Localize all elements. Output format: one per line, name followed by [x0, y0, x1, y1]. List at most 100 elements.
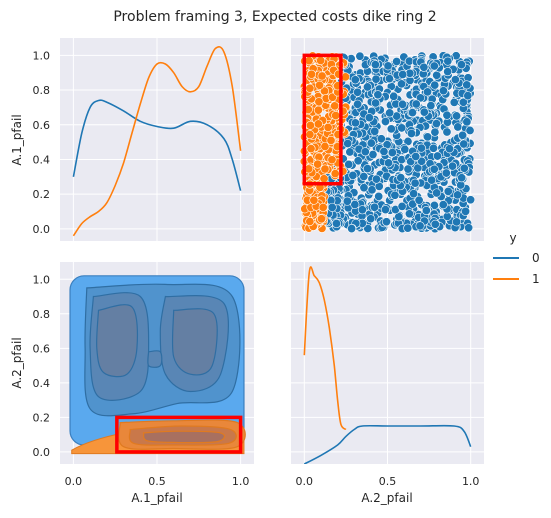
kde2d-highlight-box [115, 415, 243, 454]
legend-title: y [509, 231, 516, 245]
x-axis-label-a2: A.2_pfail [361, 491, 412, 505]
kde2d-contour-series-0-level-5 [96, 304, 139, 378]
scatter-point-series-0 [371, 98, 381, 108]
y-tick-label: 0.8 [33, 84, 51, 97]
scatter-point-series-0 [432, 70, 442, 80]
kde-line-series-0 [303, 424, 472, 464]
scatter-point-series-0 [441, 168, 451, 178]
scatter-point-series-0 [453, 122, 463, 132]
scatter-point-series-0 [413, 163, 423, 173]
scatter-point-series-1 [331, 111, 341, 121]
kde-line-series-1 [303, 266, 347, 431]
scatter-point-series-0 [397, 123, 407, 133]
scatter-point-series-1 [305, 83, 315, 93]
scatter-point-series-0 [458, 130, 468, 140]
scatter-point-series-0 [430, 219, 440, 229]
scatter-point-series-1 [306, 144, 316, 154]
scatter-point-series-1 [330, 101, 340, 111]
scatter-point-series-0 [363, 164, 373, 174]
scatter-point-series-0 [384, 74, 394, 84]
scatter-point-series-0 [370, 60, 380, 70]
scatter-point-series-0 [403, 223, 413, 233]
scatter-point-series-1 [305, 130, 315, 140]
scatter-point-series-1 [313, 119, 323, 129]
scatter-point-series-0 [423, 87, 433, 97]
scatter-point-series-0 [453, 190, 463, 200]
scatter-point-series-0 [353, 87, 363, 97]
scatter-point-series-0 [457, 173, 467, 183]
scatter-point-series-0 [355, 51, 365, 61]
scatter-point-series-0 [396, 173, 406, 183]
scatter-point-series-0 [350, 75, 360, 85]
y-tick-label: 1.0 [33, 49, 51, 62]
scatter-point-series-0 [443, 67, 453, 77]
scatter-point-series-0 [456, 60, 466, 70]
scatter-point-series-0 [438, 86, 448, 96]
highlight-boxes [115, 53, 343, 454]
scatter-point-series-0 [389, 91, 399, 101]
scatter-point-series-0 [458, 97, 468, 107]
y-tick-label: 0.6 [33, 119, 51, 132]
y-tick-label: 1.0 [33, 273, 51, 286]
scatter-point-series-1 [315, 80, 325, 90]
x-tick-label: 0.0 [296, 475, 314, 488]
scatter-point-series-0 [414, 195, 424, 205]
scatter-point-series-0 [360, 147, 370, 157]
scatter-point-series-0 [429, 61, 439, 71]
scatter-point-series-0 [429, 200, 439, 210]
scatter-point-series-0 [366, 214, 376, 224]
scatter-point-series-0 [417, 156, 427, 166]
scatter-point-series-0 [404, 209, 414, 219]
y-tick-label: 0.2 [33, 411, 51, 424]
scatter-point-series-0 [465, 125, 475, 135]
scatter-point-series-0 [442, 127, 452, 137]
x-tick-label: 0.0 [65, 475, 83, 488]
scatter-point-series-0 [370, 126, 380, 136]
scatter-point-series-0 [390, 190, 400, 200]
y-tick-label: 0.4 [33, 377, 51, 390]
legend: y 0 1 [493, 231, 540, 286]
panel-scatter [299, 51, 476, 234]
panel-a2-kde [303, 266, 472, 464]
kde2d-contour-series-1-level-4 [142, 430, 226, 444]
scatter-point-series-0 [443, 186, 453, 196]
figure-title: Problem framing 3, Expected costs dike r… [113, 9, 436, 25]
y-axis-label-a2: A.2_pfail [10, 337, 24, 388]
scatter-point-series-0 [398, 99, 408, 109]
y-tick-label: 0.6 [33, 342, 51, 355]
scatter-point-series-0 [347, 224, 357, 234]
scatter-point-series-0 [409, 189, 419, 199]
scatter-point-series-0 [403, 164, 413, 174]
scatter-point-series-0 [371, 174, 381, 184]
y-tick-label: 0.8 [33, 308, 51, 321]
scatter-point-series-0 [373, 90, 383, 100]
scatter-point-series-0 [362, 82, 372, 92]
scatter-point-series-0 [403, 136, 413, 146]
x-axis-label-a1: A.1_pfail [131, 491, 182, 505]
scatter-point-series-0 [423, 132, 433, 142]
scatter-point-series-0 [357, 205, 367, 215]
x-tick-label: 1.0 [232, 475, 250, 488]
scatter-point-series-0 [383, 61, 393, 71]
scatter-point-series-0 [366, 138, 376, 148]
scatter-point-series-0 [464, 223, 474, 233]
legend-label-1: 1 [532, 272, 540, 286]
scatter-point-series-0 [415, 93, 425, 103]
scatter-point-series-0 [430, 80, 440, 90]
scatter-point-series-0 [400, 144, 410, 154]
kde-line-series-1 [72, 46, 242, 237]
scatter-point-series-0 [343, 138, 353, 148]
scatter-point-series-0 [380, 117, 390, 127]
scatter-point-series-0 [459, 139, 469, 149]
scatter-point-series-0 [466, 195, 476, 205]
scatter-point-series-0 [410, 178, 420, 188]
scatter-point-series-1 [316, 214, 326, 224]
scatter-point-series-1 [330, 169, 340, 179]
scatter-point-series-1 [307, 69, 317, 79]
scatter-point-series-0 [387, 148, 397, 158]
scatter-point-series-0 [430, 127, 440, 137]
scatter-highlight-box [302, 53, 343, 186]
x-tick-label: 1.0 [462, 475, 480, 488]
scatter-point-series-0 [381, 217, 391, 227]
scatter-point-series-1 [304, 56, 314, 66]
